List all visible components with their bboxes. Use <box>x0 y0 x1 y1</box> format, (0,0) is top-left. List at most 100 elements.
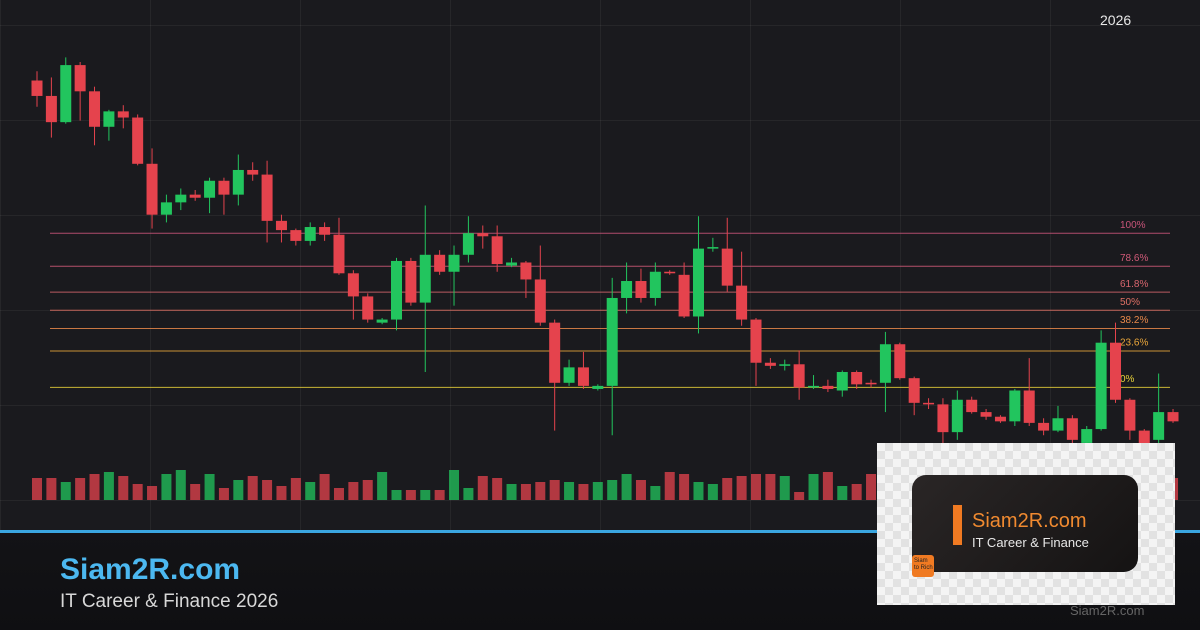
candle-body <box>103 111 115 127</box>
card-subtitle: IT Career & Finance <box>972 535 1089 550</box>
volume-bar <box>60 482 71 500</box>
candle-body <box>1038 422 1050 431</box>
fib-label: 0% <box>1120 374 1135 385</box>
candle-body <box>391 260 402 320</box>
volume-bar <box>736 476 747 500</box>
candle-body <box>937 404 949 433</box>
volume-bar <box>161 474 172 500</box>
brand-title: Siam2R.com <box>60 553 241 586</box>
fib-label: 38.2% <box>1120 315 1148 326</box>
logo-overlay: Siam2R.com IT Career & Finance Siam to R… <box>877 443 1175 605</box>
volume-bar <box>218 488 229 500</box>
volume-bar <box>492 478 503 500</box>
volume-bar <box>377 472 388 500</box>
candle-body <box>966 399 978 413</box>
volume-bar <box>32 478 42 500</box>
candle-body <box>448 254 460 272</box>
volume-bar <box>449 470 460 500</box>
candle-body <box>275 220 287 231</box>
candle-body <box>319 227 331 235</box>
candle-body <box>362 296 374 320</box>
volume-bar <box>866 474 877 500</box>
candle-body <box>692 248 704 317</box>
candle-body <box>89 91 101 127</box>
volume-bar <box>290 478 301 500</box>
volume-bar <box>391 490 402 500</box>
candle-body <box>132 117 144 164</box>
candle-body <box>707 247 719 249</box>
candle-body <box>491 236 503 265</box>
candle-body <box>549 322 561 383</box>
candle-body <box>664 271 676 274</box>
candle-body <box>808 385 820 388</box>
candle-body <box>60 65 72 123</box>
volume-bar <box>89 474 100 500</box>
volume-bar <box>46 478 57 500</box>
volume-bar <box>190 484 201 500</box>
candle-body <box>1110 342 1121 400</box>
volume-bar <box>247 476 258 500</box>
candle-body <box>506 262 518 266</box>
volume-bar <box>262 480 273 500</box>
candle-body <box>204 180 216 198</box>
volume-bar <box>463 488 474 500</box>
logo-card: Siam2R.com IT Career & Finance <box>912 475 1138 572</box>
volume-bar <box>362 480 373 500</box>
candle-body <box>678 274 690 317</box>
candle-body <box>779 364 791 366</box>
volume-bar <box>794 492 805 500</box>
volume-bar <box>564 482 575 500</box>
candle-body <box>1153 412 1165 440</box>
volume-bar <box>650 486 661 500</box>
candle-body <box>261 174 273 221</box>
candle-body <box>1066 418 1078 440</box>
volume-bar <box>664 472 675 500</box>
candle-body <box>117 111 129 118</box>
candle-body <box>232 169 244 195</box>
volume-bar <box>75 478 86 500</box>
volume-bar <box>779 476 790 500</box>
candle-body <box>31 80 43 96</box>
volume-bar <box>506 484 517 500</box>
volume-bar <box>549 480 560 500</box>
volume-bar <box>535 482 546 500</box>
fib-label: 50% <box>1120 297 1140 308</box>
candle-body <box>405 260 417 303</box>
period-label: 2026 <box>1100 12 1132 28</box>
volume-bar <box>751 474 761 500</box>
volume-bar <box>477 476 488 500</box>
volume-bar <box>434 490 445 500</box>
chart: 100% 78.6% 61.8% 50% 38.2% 23.6% 0% <box>31 57 1179 500</box>
fib-label: 78.6% <box>1120 253 1148 264</box>
candle-body <box>951 399 963 433</box>
volume-bar <box>578 484 589 500</box>
volume-bar <box>348 482 359 500</box>
candle-body <box>1138 430 1150 447</box>
volume-bar <box>722 478 733 500</box>
volume-bar <box>103 472 114 500</box>
candle-body <box>376 319 388 323</box>
candle-body <box>160 202 172 215</box>
candle-body <box>649 271 661 298</box>
candle-body <box>621 281 633 298</box>
candle-body <box>189 194 201 198</box>
volume-bar <box>808 474 819 500</box>
volume-bar <box>635 480 646 500</box>
candle-body <box>923 402 935 405</box>
volume-bar <box>679 474 690 500</box>
volume-bar <box>305 482 316 500</box>
candle-body <box>333 234 345 274</box>
volume-bar <box>333 488 344 500</box>
candle-body <box>1124 399 1136 431</box>
candle-body <box>606 297 618 386</box>
candle-body <box>1052 418 1064 431</box>
volume-bar <box>822 472 833 500</box>
candle-body <box>74 65 86 92</box>
candle-body <box>736 285 748 320</box>
volume-bar <box>765 474 776 500</box>
volume-bar <box>132 484 143 500</box>
candle-body <box>994 416 1006 422</box>
candle-body <box>1009 390 1021 422</box>
candle-body <box>793 364 805 388</box>
